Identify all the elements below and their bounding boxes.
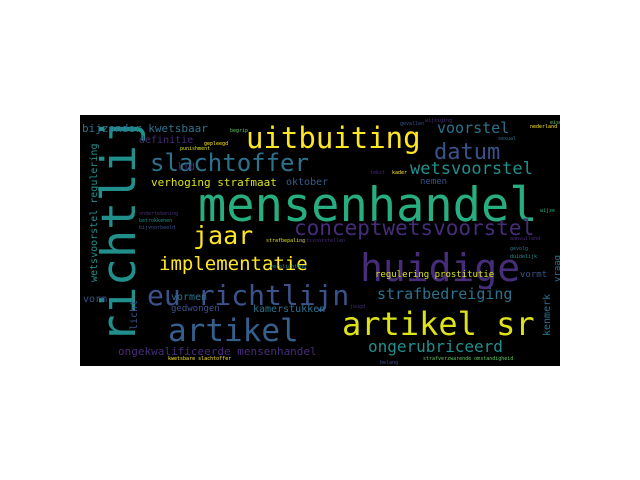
word-strafbedreiging: strafbedreiging (377, 285, 513, 303)
word-kamerstukken: kamerstukken (253, 304, 326, 315)
word-gevallen: gevallen (400, 121, 425, 127)
word-conceptwetsvoorstel: conceptwetsvoorstel (294, 216, 535, 240)
word-strafverzwarende: strafverzwarende omstandigheid (423, 356, 514, 362)
word-verplichting: verplichting (270, 264, 307, 270)
word-definitie: definitie (139, 135, 194, 146)
word-vraag: vraag (553, 254, 560, 282)
word-wetsvoorstel-regulering: wetsvoorstel regulering (89, 143, 100, 282)
word-artikel: artikel (168, 313, 299, 349)
word-voorstel: voorstel (437, 119, 510, 137)
word-begrip: begrip (230, 128, 249, 134)
word-cloud-canvas: mensenhandel richtlijn huidige artikel s… (80, 115, 560, 366)
word-licht: licht (129, 299, 140, 330)
word-lid: lid (177, 162, 196, 173)
word-gedwongen: gedwongen (171, 304, 220, 314)
word-vormen: vormen (171, 292, 208, 303)
word-betrokkenen: betrokkenen (139, 218, 173, 224)
word-jeugd: jeugd (350, 304, 366, 310)
word-punishment: punishment (180, 146, 211, 152)
word-verhoging-strafmaat: verhoging strafmaat (151, 176, 277, 189)
word-ongerubriceerd: ongerubriceerd (368, 337, 503, 356)
word-tekst: tekst (370, 170, 386, 176)
word-gepleegd: gepleegd (204, 141, 229, 147)
word-belang: belang (380, 360, 399, 366)
word-nederland: nederland (530, 124, 558, 130)
word-gevolg: gevolg (510, 246, 529, 252)
word-artikel-sr: artikel sr (342, 305, 535, 343)
word-ongekwalificeerde-mensenhandel: ongekwalificeerde mensenhandel (118, 345, 317, 358)
word-slachtoffer-small: kwetsbare slachtoffer (168, 356, 232, 362)
word-bijvoorbeeld: bijvoorbeeld (139, 225, 176, 231)
word-datum: datum (434, 140, 501, 165)
word-wetsvoorstellen: wetsvoorstellen (300, 238, 346, 244)
word-wijze: wijze (540, 208, 556, 214)
word-oktober: oktober (286, 177, 329, 188)
word-regulering-prostitutie: regulering prostitutie (375, 270, 495, 280)
word-mensenhandel: mensenhandel (198, 178, 538, 233)
word-duidelijk: duidelijk (510, 254, 538, 260)
word-bijzonder-kwetsbaar: bijzonder kwetsbaar (82, 122, 208, 135)
word-sexual: sexual (498, 136, 517, 142)
word-strafbepaling: strafbepaling (266, 238, 306, 244)
word-eu-richtlijn: eu richtlijn (147, 279, 350, 312)
word-slachtoffer: slachtoffer (150, 149, 309, 177)
word-vormt: vormt (520, 270, 548, 280)
word-uitbuiting: uitbuiting (246, 121, 421, 155)
word-kader: kader (392, 170, 408, 176)
word-jaar: jaar (193, 221, 254, 250)
word-vorm: vorm (83, 294, 108, 305)
word-eisen: eisen (550, 120, 560, 126)
word-wijziging: wijziging (425, 118, 453, 124)
word-kenmerk: kenmerk (542, 293, 553, 336)
word-ondertekening: ondertekening (139, 211, 179, 217)
word-aanvullend: aanvullend (510, 236, 541, 242)
word-implementatie: implementatie (159, 253, 308, 275)
word-huidige: huidige (360, 246, 521, 290)
word-nemen: nemen (420, 177, 448, 187)
word-wetsvoorstel: wetsvoorstel (410, 159, 533, 179)
